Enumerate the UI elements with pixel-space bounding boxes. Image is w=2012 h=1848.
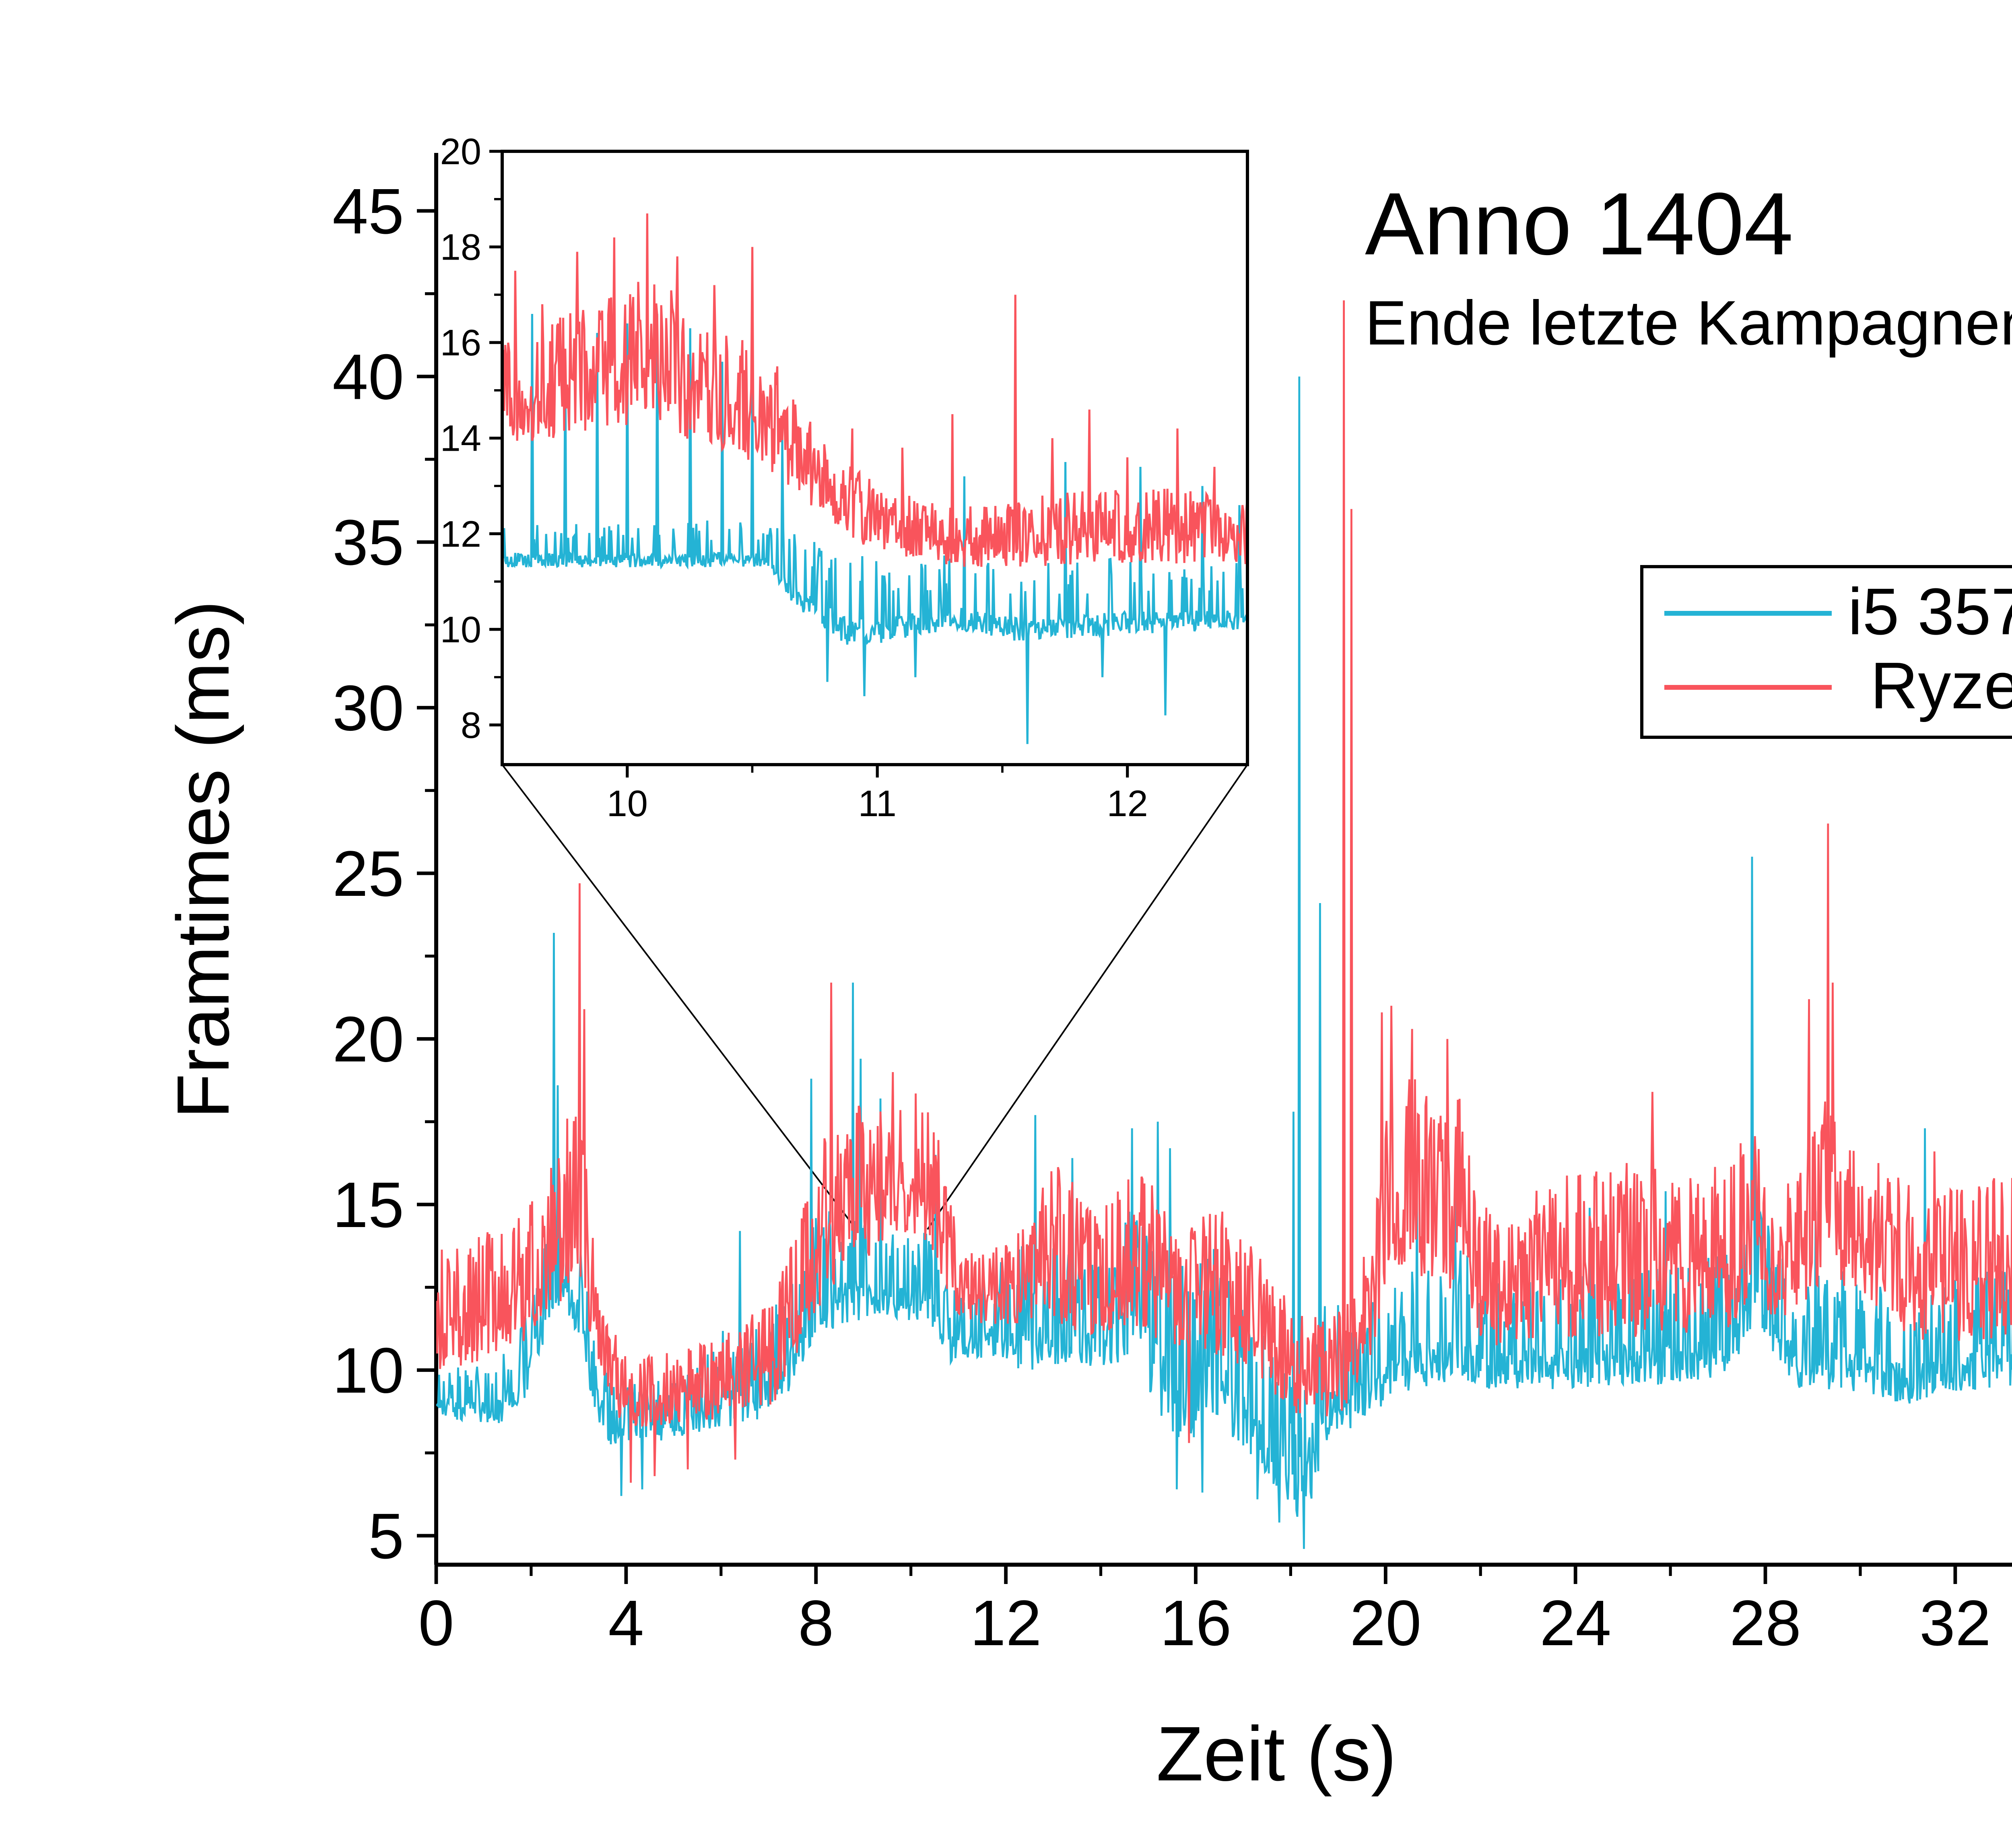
y-tick-label: 5 xyxy=(368,1500,404,1572)
inset-y-tick-label: 16 xyxy=(440,322,481,363)
series-path-ryzen xyxy=(436,300,2012,1483)
x-tick-label: 28 xyxy=(1730,1587,1801,1659)
zoom-line-left xyxy=(501,764,857,1230)
inset-series-path-ryzen xyxy=(502,213,1247,567)
legend: i5 3570K 4,4GHz Ryzen 3,8GHz xyxy=(1640,565,2012,739)
inset-x-tick-label: 11 xyxy=(858,783,897,824)
y-axis-label: Framtimes (ms) xyxy=(161,600,244,1119)
y-tick-label: 10 xyxy=(332,1334,404,1406)
zoom-connector-lines xyxy=(501,764,1248,1230)
main-plot: 5 10 15 20 25 30 35 40 45 0 4 8 12 16 20 24 28 32 xyxy=(332,153,2012,1659)
chart-subtitle: Ende letzte Kampagnenmission xyxy=(1365,288,2012,358)
y-tick-label: 45 xyxy=(332,175,404,247)
inset-series-path-i5 xyxy=(502,314,1247,744)
x-tick-label: 8 xyxy=(798,1587,834,1659)
legend-label-i5: i5 3570K 4,4GHz xyxy=(1848,575,2012,648)
inset-series-group xyxy=(502,213,1247,744)
x-tick-label: 24 xyxy=(1540,1587,1611,1659)
x-tick-label: 12 xyxy=(970,1587,1042,1659)
x-tick-label: 32 xyxy=(1919,1587,1991,1659)
inset-y-tick-label: 12 xyxy=(440,514,481,555)
inset-y-tick-label: 20 xyxy=(440,131,481,172)
inset-border xyxy=(501,150,1249,766)
y-tick-label: 20 xyxy=(332,1003,404,1075)
y-tick-label: 15 xyxy=(332,1169,404,1241)
y-tick-label: 35 xyxy=(332,506,404,578)
inset-y-tick-label: 8 xyxy=(461,705,481,746)
zoom-line-right xyxy=(927,764,1248,1230)
x-tick-label: 0 xyxy=(418,1587,454,1659)
chart-title: Anno 1404 xyxy=(1365,174,1793,273)
inset-y-tick-label: 14 xyxy=(440,418,481,459)
inset-y-tick-label: 18 xyxy=(440,227,481,268)
inset-x-tick-label: 10 xyxy=(607,783,648,824)
legend-label-ryzen: Ryzen 3,8GHz xyxy=(1870,649,2012,722)
y-tick-label: 25 xyxy=(332,837,404,910)
x-tick-label: 20 xyxy=(1350,1587,1421,1659)
main-series-group xyxy=(436,300,2012,1549)
legend-border xyxy=(1640,565,2012,739)
x-tick-label: 16 xyxy=(1160,1587,1231,1659)
x-tick-label: 4 xyxy=(608,1587,644,1659)
inset-x-tick-label: 12 xyxy=(1107,783,1148,824)
y-tick-label: 40 xyxy=(332,341,404,413)
x-axis-label: Zeit (s) xyxy=(1156,1710,1396,1797)
inset-y-tick-label: 10 xyxy=(440,609,481,650)
inset-zoom-plot: 8 10 12 14 16 18 20 10 11 12 xyxy=(440,131,1249,824)
y-tick-label: 30 xyxy=(332,672,404,744)
